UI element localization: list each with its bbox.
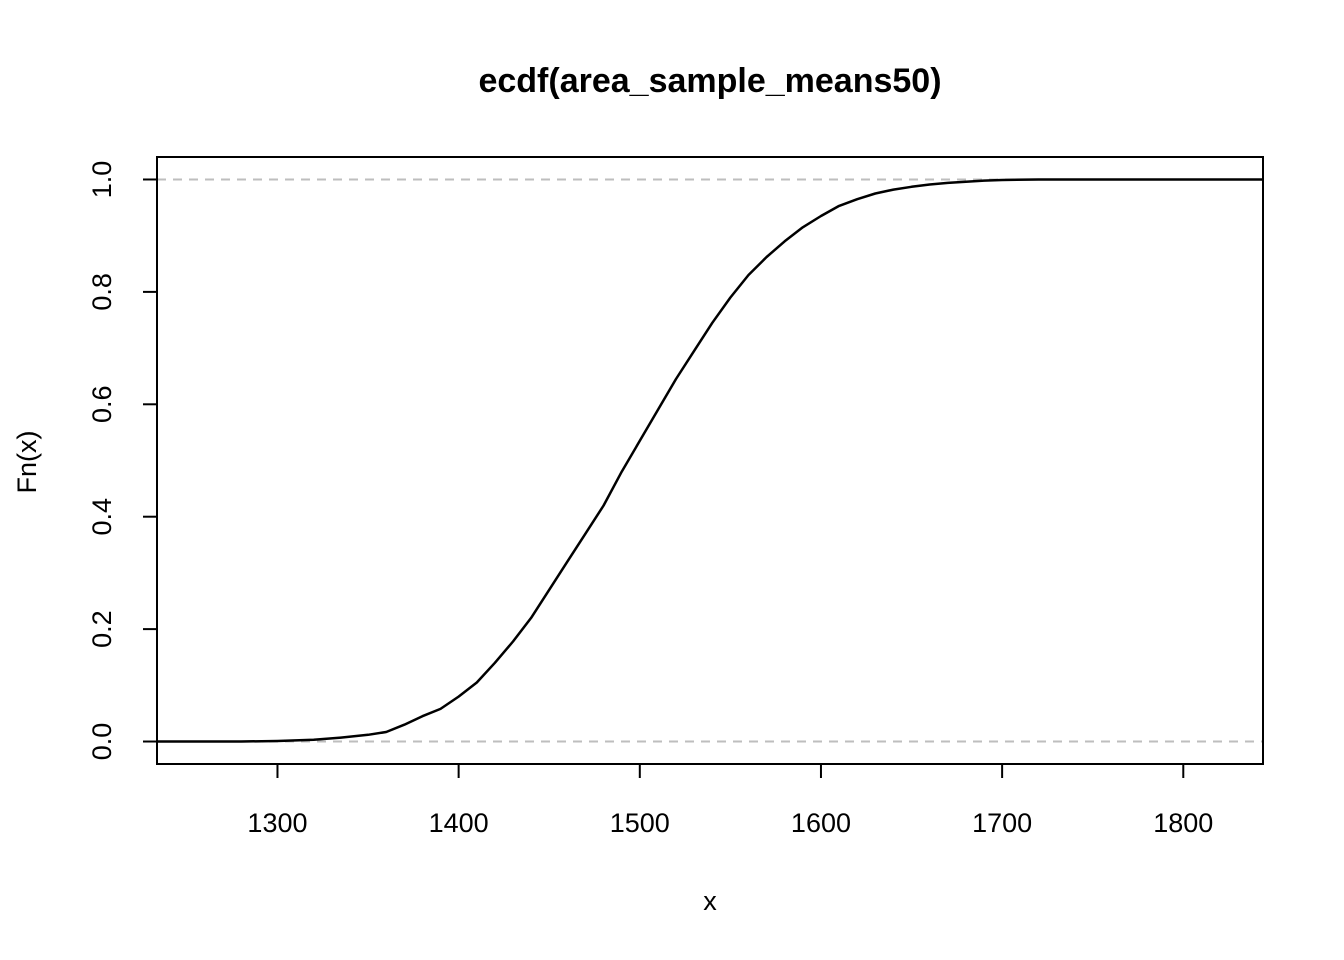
y-tick-label-0: 0.0 [87,723,117,761]
reference-lines [157,178,1263,743]
y-tick-label-4: 0.8 [87,273,117,311]
plot-frame [156,156,1264,765]
y-tick-label-1: 0.2 [87,610,117,648]
x-axis: 1300 1400 1500 1600 1700 1800 [247,764,1213,838]
y-axis: 0.0 0.2 0.4 0.6 0.8 1.0 [87,161,157,761]
y-axis-label: Fn(x) [12,431,42,494]
x-tick-label-5: 1800 [1153,808,1213,838]
y-tick-label-5: 1.0 [87,161,117,199]
x-axis-label: x [703,886,717,916]
x-tick-label-1: 1400 [429,808,489,838]
y-tick-label-2: 0.4 [87,498,117,536]
x-tick-label-4: 1700 [972,808,1032,838]
x-tick-label-2: 1500 [610,808,670,838]
ecdf-line-0 [157,178,1263,743]
plot-layer [157,178,1263,743]
chart-title: ecdf(area_sample_means50) [478,62,941,100]
y-tick-label-3: 0.6 [87,386,117,424]
x-tick-label-0: 1300 [247,808,307,838]
x-tick-label-3: 1600 [791,808,851,838]
